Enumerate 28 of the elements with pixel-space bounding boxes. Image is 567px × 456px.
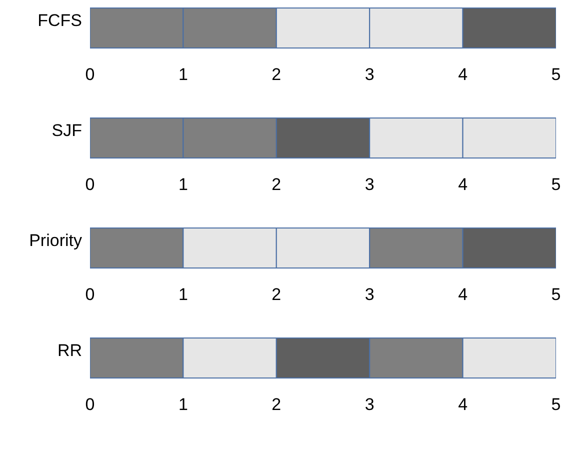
y-tick-label: FCFS bbox=[38, 11, 82, 30]
x-tick-label: 1 bbox=[178, 285, 188, 304]
x-tick-label: 3 bbox=[364, 175, 374, 194]
x-tick-label: 2 bbox=[272, 395, 282, 414]
x-tick-label: 0 bbox=[85, 285, 95, 304]
x-tick-label: 2 bbox=[272, 65, 282, 84]
x-tick-label: 2 bbox=[272, 285, 282, 304]
x-tick-label: 3 bbox=[364, 65, 374, 84]
x-tick-label: 5 bbox=[551, 175, 561, 194]
x-tick-label: 3 bbox=[364, 285, 374, 304]
x-tick-label: 2 bbox=[272, 175, 282, 194]
y-tick-label: RR bbox=[57, 341, 82, 360]
x-tick-label: 1 bbox=[178, 175, 188, 194]
x-tick-label: 0 bbox=[85, 65, 95, 84]
y-tick-label: SJF bbox=[52, 121, 82, 140]
x-tick-label: 5 bbox=[551, 285, 561, 304]
x-tick-label: 0 bbox=[85, 175, 95, 194]
x-tick-label: 1 bbox=[178, 65, 188, 84]
x-tick-label: 3 bbox=[364, 395, 374, 414]
x-tick-label: 5 bbox=[551, 395, 561, 414]
x-tick-label: 4 bbox=[458, 65, 468, 84]
y-tick-label: Priority bbox=[29, 231, 82, 250]
x-tick-label: 4 bbox=[458, 175, 468, 194]
x-tick-label: 5 bbox=[551, 65, 561, 84]
x-tick-label: 0 bbox=[85, 395, 95, 414]
x-tick-label: 1 bbox=[178, 395, 188, 414]
x-tick-label: 4 bbox=[458, 395, 468, 414]
x-tick-label: 4 bbox=[458, 285, 468, 304]
